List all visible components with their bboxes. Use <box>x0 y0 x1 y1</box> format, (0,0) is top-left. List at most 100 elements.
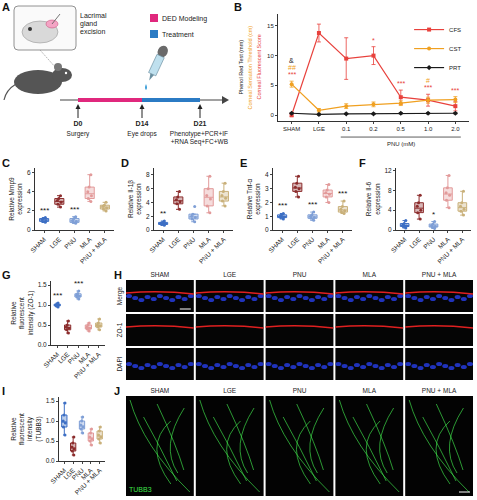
svg-text:Merge: Merge <box>116 286 124 305</box>
svg-text:0: 0 <box>265 226 269 233</box>
svg-text:MLA: MLA <box>316 235 331 250</box>
svg-text:PNU (mM): PNU (mM) <box>387 141 415 147</box>
svg-text:2: 2 <box>265 199 269 206</box>
svg-text:PNU + MLA: PNU + MLA <box>436 235 466 265</box>
svg-text:Relative Il-1βexpression: Relative Il-1βexpression <box>127 180 143 218</box>
svg-text:CST: CST <box>449 46 461 52</box>
svg-text:0.0: 0.0 <box>46 457 55 464</box>
svg-text:MLA: MLA <box>363 387 377 394</box>
svg-text:PNU + MLA: PNU + MLA <box>198 235 228 265</box>
svg-text:0.5: 0.5 <box>38 321 47 328</box>
svg-text:PNU: PNU <box>301 235 316 250</box>
svg-text:6: 6 <box>27 169 31 176</box>
svg-text:SHAM: SHAM <box>42 351 60 369</box>
svg-text:5: 5 <box>270 82 274 88</box>
svg-text:4: 4 <box>146 199 150 206</box>
svg-text:1.5: 1.5 <box>46 397 55 404</box>
svg-text:2: 2 <box>146 212 150 219</box>
svg-text:##: ## <box>288 64 296 71</box>
svg-text:&: & <box>289 57 294 64</box>
svg-text:Eye drops: Eye drops <box>127 130 157 138</box>
svg-text:Relativefluorescentintensity(T: Relativefluorescentintensity(TUBB3) <box>10 413 43 445</box>
svg-text:2.0: 2.0 <box>451 126 460 132</box>
svg-text:Relative Il-6expression: Relative Il-6expression <box>365 181 381 216</box>
svg-text:DAPI: DAPI <box>116 356 123 371</box>
svg-text:PNU: PNU <box>66 350 81 365</box>
svg-text:MLA: MLA <box>79 466 94 481</box>
svg-text:SHAM: SHAM <box>389 236 407 254</box>
svg-text:1.0: 1.0 <box>424 126 433 132</box>
svg-text:PNU + MLA: PNU + MLA <box>72 350 102 380</box>
svg-text:PNU: PNU <box>293 387 307 394</box>
svg-text:excision: excision <box>80 28 105 35</box>
svg-text:***: *** <box>70 205 79 214</box>
svg-text:+RNA Seq+FC+WB: +RNA Seq+FC+WB <box>171 138 228 146</box>
svg-text:PNU + MLA: PNU + MLA <box>422 271 457 278</box>
svg-text:#: # <box>426 77 430 84</box>
svg-text:1.0: 1.0 <box>46 417 55 424</box>
svg-text:***: *** <box>397 80 405 87</box>
svg-text:LGE: LGE <box>313 126 325 132</box>
svg-text:0.5: 0.5 <box>46 437 55 444</box>
svg-text:SHAM: SHAM <box>148 236 166 254</box>
svg-text:PNU + MLA: PNU + MLA <box>79 235 109 265</box>
svg-text:PNU: PNU <box>63 235 78 250</box>
svg-text:SHAM: SHAM <box>49 467 67 485</box>
svg-text:Phenotype+PCR+IF: Phenotype+PCR+IF <box>170 130 228 138</box>
svg-text:0: 0 <box>388 226 392 233</box>
svg-text:3: 3 <box>265 185 269 192</box>
svg-text:Corneal Sensation Threshold (c: Corneal Sensation Threshold (cm) <box>247 26 253 110</box>
svg-text:15: 15 <box>267 23 274 29</box>
svg-text:4: 4 <box>27 188 31 195</box>
svg-text:LGE: LGE <box>223 387 237 394</box>
svg-text:MLA: MLA <box>197 235 212 250</box>
svg-text:MLA: MLA <box>78 235 93 250</box>
svg-text:0: 0 <box>270 112 274 118</box>
svg-text:SHAM: SHAM <box>283 126 300 132</box>
svg-text:DED Modeling: DED Modeling <box>162 15 207 23</box>
svg-text:1.5: 1.5 <box>38 281 47 288</box>
svg-text:0.2: 0.2 <box>369 126 378 132</box>
svg-text:PRT: PRT <box>449 65 461 71</box>
svg-text:gland: gland <box>80 20 97 28</box>
svg-text:0.0: 0.0 <box>38 341 47 348</box>
svg-text:0: 0 <box>146 226 150 233</box>
svg-text:***: *** <box>74 279 83 288</box>
svg-text:10: 10 <box>267 53 274 59</box>
svg-text:PNU + MLA: PNU + MLA <box>317 235 347 265</box>
svg-text:D0: D0 <box>74 120 83 127</box>
svg-text:1: 1 <box>265 212 269 219</box>
svg-text:ZO-1: ZO-1 <box>116 322 123 337</box>
svg-text:***: *** <box>288 71 296 78</box>
svg-text:LGE: LGE <box>62 466 77 481</box>
svg-text:8: 8 <box>146 171 150 178</box>
svg-text:***: *** <box>308 200 317 209</box>
svg-text:Relativefluorescentintensity (: Relativefluorescentintensity (ZO-1) <box>10 291 35 336</box>
svg-text:LGE: LGE <box>167 235 182 250</box>
svg-text:***: *** <box>424 84 432 91</box>
svg-text:Surgery: Surgery <box>67 130 91 138</box>
svg-text:*: * <box>432 210 435 219</box>
svg-text:LGE: LGE <box>408 235 423 250</box>
svg-text:LGE: LGE <box>56 350 71 365</box>
svg-text:***: *** <box>53 291 62 300</box>
svg-text:1.0: 1.0 <box>38 301 47 308</box>
svg-text:0.1: 0.1 <box>342 126 351 132</box>
svg-text:LGE: LGE <box>223 271 237 278</box>
svg-text:*: * <box>372 37 375 44</box>
svg-text:***: *** <box>451 87 459 94</box>
svg-text:D21: D21 <box>194 120 207 127</box>
svg-text:MLA: MLA <box>77 350 92 365</box>
svg-text:Phenol Red Test (mm): Phenol Red Test (mm) <box>238 40 244 95</box>
svg-text:D14: D14 <box>136 120 149 127</box>
svg-text:4: 4 <box>265 171 269 178</box>
svg-text:LGE: LGE <box>48 235 63 250</box>
svg-text:Treatment: Treatment <box>162 31 194 38</box>
svg-text:6: 6 <box>146 185 150 192</box>
svg-text:PNU: PNU <box>182 235 197 250</box>
svg-text:Corneal Fluorescent Score: Corneal Fluorescent Score <box>256 34 262 99</box>
svg-text:SHAM: SHAM <box>151 387 170 394</box>
svg-text:Relative Mmp9expression: Relative Mmp9expression <box>8 177 24 221</box>
svg-text:LGE: LGE <box>286 235 301 250</box>
svg-text:CFS: CFS <box>449 27 461 33</box>
